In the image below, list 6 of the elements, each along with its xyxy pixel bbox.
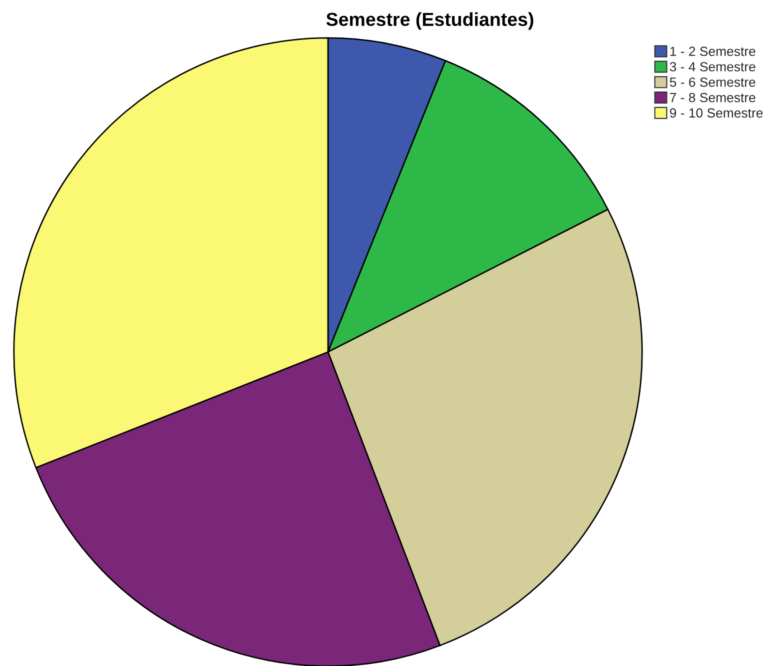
legend-label: 3 - 4 Semestre bbox=[670, 62, 756, 72]
legend-label: 7 - 8 Semestre bbox=[670, 92, 756, 102]
legend-label: 1 - 2 Semestre bbox=[670, 46, 756, 56]
legend-label: 9 - 10 Semestre bbox=[670, 108, 763, 118]
legend-label: 5 - 6 Semestre bbox=[670, 77, 756, 87]
chart-title: Semestre (Estudiantes) bbox=[326, 12, 534, 30]
